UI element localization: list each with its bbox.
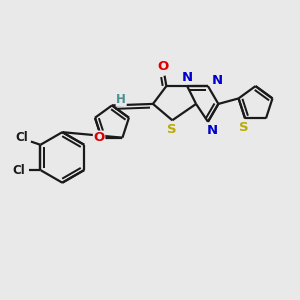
Text: N: N [207,124,218,137]
Text: S: S [239,121,248,134]
Text: N: N [182,71,193,84]
Text: O: O [157,60,168,73]
Text: Cl: Cl [12,164,25,177]
Text: O: O [94,131,105,144]
Text: N: N [211,74,222,87]
Text: S: S [167,123,177,136]
Text: H: H [116,93,126,106]
Text: Cl: Cl [16,130,28,144]
